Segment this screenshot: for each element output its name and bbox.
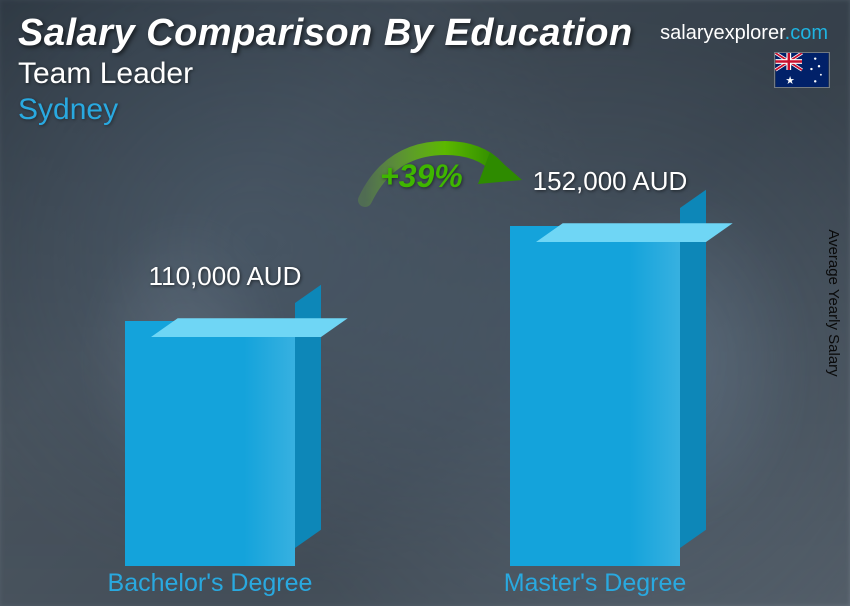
bar-category-label: Master's Degree: [455, 569, 735, 598]
bar-category-label: Bachelor's Degree: [70, 569, 350, 598]
brand-suffix: .com: [785, 22, 828, 44]
flag-icon: [774, 52, 830, 88]
bar-front-face: [125, 321, 295, 566]
bar-group-0: 110,000 AUD: [125, 321, 295, 566]
content-wrapper: Salary Comparison By Education Team Lead…: [0, 0, 850, 606]
brand-label: salaryexplorer.com: [660, 22, 828, 45]
bar-value-label: 110,000 AUD: [95, 261, 355, 292]
delta-badge: +39%: [380, 158, 463, 195]
bar-3d: 110,000 AUD: [125, 321, 295, 566]
bar-side-face: [680, 190, 706, 548]
bar-top-face: [510, 223, 707, 242]
chart-area: +39% 110,000 AUD152,000 AUD Bachelor's D…: [0, 166, 850, 606]
chart-subtitle: Team Leader: [18, 57, 832, 91]
bar-3d: 152,000 AUD: [510, 226, 680, 566]
brand-name: salaryexplorer: [660, 22, 785, 44]
bar-group-1: 152,000 AUD: [510, 226, 680, 566]
bar-top-face: [125, 318, 322, 337]
bar-value-label: 152,000 AUD: [480, 166, 740, 197]
bar-front-face: [510, 226, 680, 566]
chart-location: Sydney: [18, 93, 832, 127]
